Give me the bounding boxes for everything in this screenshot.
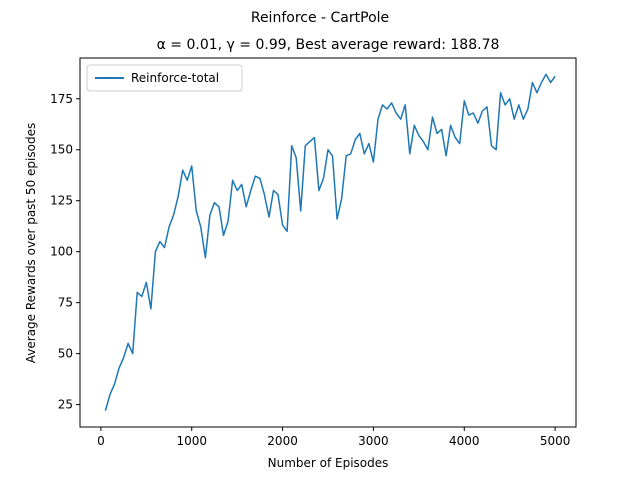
x-tick-label: 2000 [267,434,298,448]
chart-title: Reinforce - CartPole [251,10,389,26]
y-tick-label: 50 [58,347,73,361]
x-tick-label: 5000 [540,434,571,448]
series-line-0 [104,73,556,411]
chart-subtitle: α = 0.01, γ = 0.99, Best average reward:… [157,37,500,53]
x-tick-label: 3000 [358,434,389,448]
x-axis-label: Number of Episodes [268,456,389,470]
y-tick-label: 150 [50,143,73,157]
plot-area [104,73,556,411]
y-tick-label: 100 [50,245,73,259]
x-tick-label: 4000 [449,434,480,448]
y-tick-label: 25 [58,398,73,412]
y-axis-label: Average Rewards over past 50 episodes [24,123,38,363]
y-tick-label: 175 [50,92,73,106]
y-tick-label: 125 [50,194,73,208]
legend: Reinforce-total [86,64,243,92]
y-tick-label: 75 [58,296,73,310]
y-axis-ticks: 25 50 75 100 125 150 175 [50,92,80,412]
legend-box [86,64,243,92]
plot-frame [79,57,577,428]
x-tick-label: 1000 [176,434,207,448]
x-tick-label: 0 [97,434,105,448]
x-axis-ticks: 0 1000 2000 3000 4000 5000 [97,427,570,448]
legend-label: Reinforce-total [131,71,219,85]
